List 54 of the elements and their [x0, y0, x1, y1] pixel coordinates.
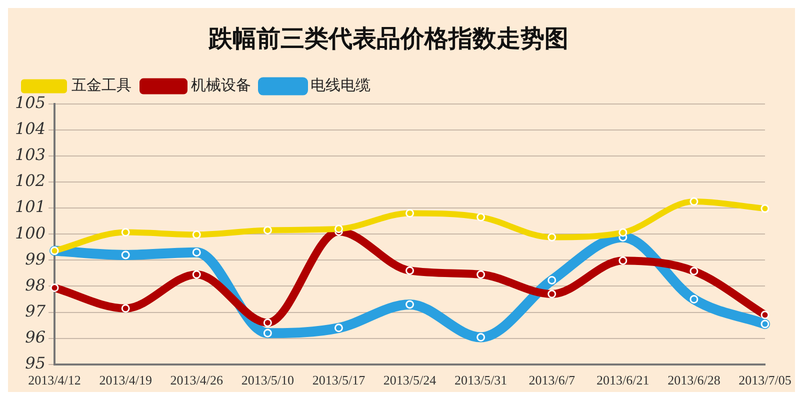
chart-title: 跌幅前三类代表品价格指数走势图 [208, 24, 568, 53]
point [476, 333, 486, 342]
x-tick-label: 2013/6/28 [668, 372, 720, 388]
x-tick-label: 2013/6/21 [596, 372, 650, 388]
y-tick-label: 105 [14, 92, 46, 112]
y-tick-label: 98 [25, 275, 46, 294]
point [334, 224, 343, 234]
point [406, 266, 414, 275]
y-tick-label: 99 [25, 249, 46, 268]
point [760, 320, 770, 328]
x-tick-label: 2013/5/17 [312, 372, 366, 388]
y-tick-label: 96 [25, 327, 46, 346]
x-tick-label: 2013/4/19 [99, 372, 152, 388]
x-tick-label: 2013/4/12 [28, 372, 81, 388]
point [618, 228, 628, 237]
x-tick-label: 2013/4/26 [170, 372, 224, 388]
point [690, 266, 698, 276]
legend-label: 电线电缆 [310, 76, 370, 94]
x-tick-label: 2013/5/24 [383, 372, 437, 388]
point [121, 250, 130, 260]
point [121, 228, 130, 237]
point [476, 212, 486, 222]
point [263, 328, 272, 338]
point [406, 209, 414, 218]
point [263, 226, 272, 234]
y-tick-label: 97 [25, 301, 46, 320]
x-tick-label: 2013/7/05 [738, 372, 792, 388]
point [192, 230, 201, 239]
point [476, 270, 486, 279]
point [192, 248, 201, 257]
y-tick-label: 100 [14, 223, 46, 242]
x-tick-label: 2013/6/7 [528, 372, 576, 388]
x-tick-label: 2013/5/10 [241, 372, 294, 388]
point [690, 197, 698, 206]
point [760, 204, 770, 213]
point [548, 232, 556, 242]
point [192, 270, 201, 279]
y-tick-label: 102 [14, 171, 46, 190]
point [334, 324, 343, 332]
point [548, 290, 556, 298]
legend-label: 机械设备 [191, 76, 251, 94]
y-tick-label: 104 [14, 119, 46, 138]
y-tick-label: 103 [14, 145, 46, 164]
point [121, 304, 130, 313]
point [263, 318, 272, 327]
legend-label: 五金工具 [72, 76, 132, 94]
point [406, 300, 414, 309]
point [548, 276, 556, 284]
y-tick-label: 95 [25, 354, 46, 373]
point [618, 256, 628, 265]
x-tick-label: 2013/5/31 [454, 372, 508, 388]
point [690, 295, 698, 304]
y-tick-label: 101 [14, 197, 46, 216]
point [760, 310, 770, 320]
